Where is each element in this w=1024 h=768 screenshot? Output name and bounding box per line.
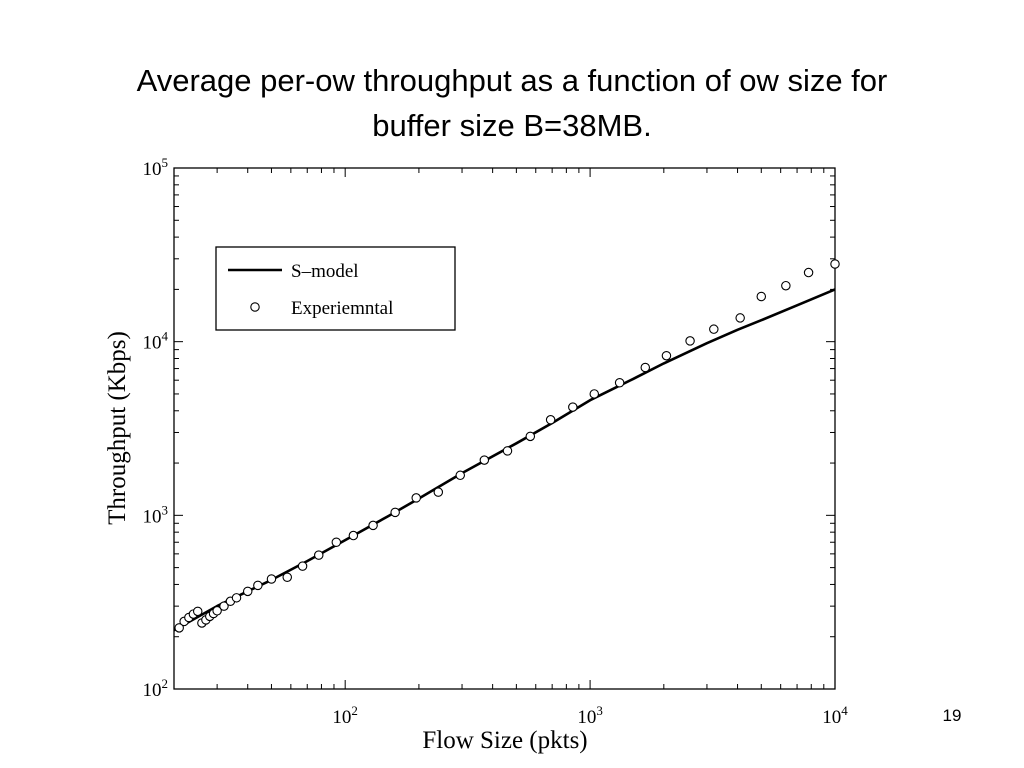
experimental-point bbox=[174, 623, 184, 633]
slide-title-line-1: Average per-ow throughput as a function … bbox=[136, 63, 888, 98]
experimental-point bbox=[219, 601, 229, 611]
x-tick-label: 103 bbox=[577, 703, 603, 728]
legend-marker-sample bbox=[250, 302, 260, 312]
experimental-point bbox=[348, 530, 359, 541]
experimental-point bbox=[433, 487, 444, 497]
experimental-point bbox=[192, 606, 203, 617]
experimental-point bbox=[331, 537, 342, 547]
experimental-point bbox=[266, 574, 277, 584]
experimental-point bbox=[614, 378, 625, 388]
experimental-point bbox=[212, 606, 222, 616]
experimental-point bbox=[661, 350, 672, 361]
x-axis-label: Flow Size (pkts) bbox=[422, 727, 587, 754]
slide-number: 19 bbox=[942, 706, 962, 725]
y-tick-label: 104 bbox=[143, 329, 169, 354]
slide-title-line-2: buffer size B=38MB. bbox=[372, 108, 652, 143]
experimental-point bbox=[525, 431, 536, 442]
axis-ticks bbox=[173, 168, 835, 690]
experimental-point bbox=[242, 586, 253, 597]
experimental-point bbox=[479, 455, 490, 465]
experimental-point bbox=[253, 580, 263, 591]
experimental-point bbox=[589, 389, 600, 399]
experimental-point bbox=[455, 470, 465, 481]
experimental-point bbox=[568, 402, 578, 412]
experimental-point bbox=[545, 415, 556, 425]
y-tick-label: 105 bbox=[143, 155, 169, 180]
y-tick-labels: 102 103 104 105 bbox=[143, 155, 169, 701]
experimental-point bbox=[231, 593, 242, 603]
experimental-point bbox=[640, 362, 651, 373]
y-axis-label: Throughput (Kbps) bbox=[104, 331, 131, 525]
experimental-point bbox=[411, 493, 421, 503]
legend-box bbox=[215, 246, 456, 331]
legend-label-experimental: Experiemntal bbox=[291, 298, 393, 319]
experimental-point bbox=[297, 561, 308, 571]
experimental-point bbox=[282, 572, 292, 583]
experimental-point bbox=[685, 336, 695, 346]
slide-title: Average per-ow throughput as a function … bbox=[60, 58, 964, 148]
experimental-point bbox=[830, 259, 840, 269]
experimental-point bbox=[368, 520, 378, 531]
experimental-point bbox=[803, 267, 814, 278]
legend-label-s-model: S–model bbox=[291, 261, 359, 282]
experimental-point bbox=[390, 507, 400, 518]
x-tick-label: 102 bbox=[332, 703, 358, 728]
experimental-series bbox=[174, 259, 840, 633]
experimental-point bbox=[709, 324, 719, 334]
experimental-point bbox=[735, 313, 745, 323]
experimental-point bbox=[502, 446, 513, 456]
experimental-point bbox=[756, 291, 767, 302]
x-tick-label: 104 bbox=[822, 703, 848, 728]
experimental-point bbox=[314, 550, 324, 560]
plot-area bbox=[173, 167, 836, 690]
y-tick-label: 102 bbox=[143, 676, 169, 701]
x-tick-labels: 102 103 104 bbox=[332, 703, 848, 728]
legend: S–model Experiemntal bbox=[215, 246, 456, 331]
experimental-point bbox=[781, 280, 791, 291]
y-tick-label: 103 bbox=[143, 502, 169, 527]
